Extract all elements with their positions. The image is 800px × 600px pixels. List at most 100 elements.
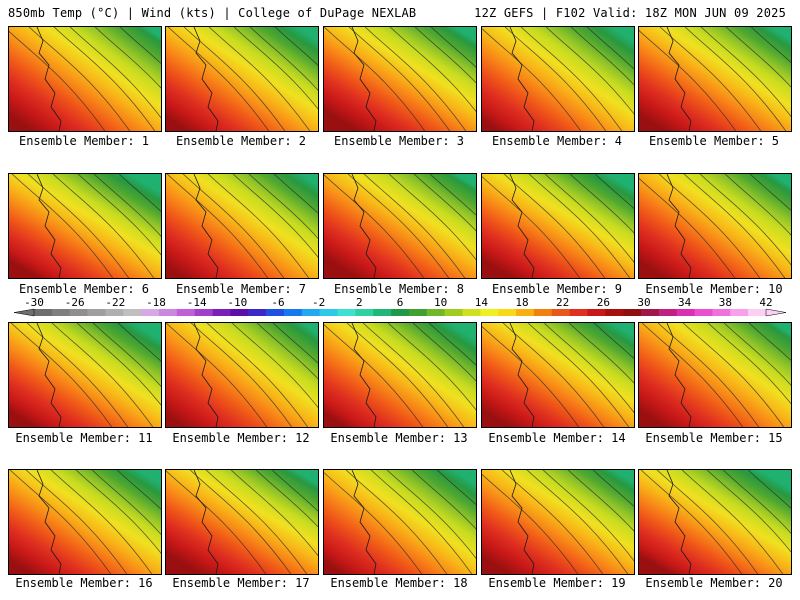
contour-line — [526, 470, 629, 574]
ensemble-map-panel — [323, 322, 477, 428]
temperature-field — [166, 27, 318, 131]
ensemble-map-panel — [323, 26, 477, 132]
contour-line — [567, 470, 634, 532]
contour-line — [482, 326, 580, 427]
contour-line — [183, 27, 286, 131]
contour-line — [75, 470, 161, 554]
contour-line — [594, 174, 634, 209]
model-run-info: 12Z GEFS | F102 Valid: 18Z MON JUN 09 20… — [474, 6, 786, 20]
contour-line — [436, 470, 476, 505]
colorbar-tick-label: 30 — [637, 296, 651, 309]
temperature-field — [639, 27, 791, 131]
coastline — [351, 174, 377, 278]
temperature-field — [9, 27, 161, 131]
contour-line — [724, 174, 791, 236]
contour-line — [189, 470, 292, 574]
contour-line — [53, 27, 156, 131]
contour-line — [348, 27, 451, 131]
ensemble-member-label: Ensemble Member: 2 — [175, 134, 307, 148]
contour-line — [93, 174, 161, 237]
contour-line — [543, 323, 634, 414]
contour-line — [272, 323, 318, 364]
coastline — [509, 27, 535, 131]
contour-line — [94, 27, 161, 89]
coastline — [193, 27, 219, 131]
colorbar-max-arrow — [765, 308, 787, 317]
contour-line — [707, 323, 791, 405]
ensemble-member-label: Ensemble Member: 1 — [18, 134, 150, 148]
contour-line — [52, 174, 155, 278]
contour-line — [10, 323, 113, 427]
coastline — [509, 470, 535, 574]
temperature-field — [324, 323, 476, 427]
contour-line — [592, 470, 634, 507]
colorbar-tick-label: -30 — [24, 296, 44, 309]
contour-line — [386, 470, 476, 559]
contour-line — [747, 470, 791, 509]
contour-line — [659, 27, 762, 131]
ensemble-map-panel — [323, 469, 477, 575]
contour-line — [723, 323, 791, 386]
contour-line — [706, 470, 791, 553]
coastline — [666, 174, 692, 278]
contour-line — [748, 323, 791, 361]
ensemble-member-label: Ensemble Member: 10 — [645, 282, 783, 296]
coastline — [193, 323, 219, 427]
contour-line — [166, 323, 268, 427]
colorbar-swatch — [444, 309, 463, 316]
colorbar-tick-label: 2 — [356, 296, 363, 309]
colorbar-swatch — [694, 309, 713, 316]
contour-line — [166, 174, 269, 278]
colorbar-swatch — [730, 309, 749, 316]
temperature-field — [166, 174, 318, 278]
ensemble-member-label: Ensemble Member: 15 — [645, 431, 783, 445]
contour-line — [568, 323, 634, 384]
ensemble-member-label: Ensemble Member: 14 — [488, 431, 626, 445]
colorbar-tick-label: -26 — [64, 296, 85, 309]
contour-line — [256, 323, 318, 380]
contour-line — [364, 27, 467, 131]
contour-line — [428, 323, 476, 366]
coastline — [666, 27, 692, 131]
colorbar-tick-label: -6 — [271, 296, 285, 309]
colorbar-swatch — [212, 309, 231, 316]
contour-line — [389, 27, 476, 113]
colorbar-swatch — [266, 309, 285, 316]
colorbar-swatch — [141, 309, 160, 316]
contour-line — [324, 27, 426, 131]
ensemble-member-label: Ensemble Member: 11 — [15, 431, 153, 445]
colorbar-swatch — [623, 309, 642, 316]
colorbar-tick-label: 14 — [474, 296, 488, 309]
coastline — [193, 174, 219, 278]
ensemble-member-label: Ensemble Member: 13 — [330, 431, 468, 445]
contour-line — [273, 174, 318, 214]
contour-line — [388, 174, 476, 261]
temperature-field — [482, 323, 634, 427]
contour-line — [749, 174, 791, 211]
contour-line — [346, 323, 449, 427]
colorbar-tick-label: 6 — [396, 296, 404, 309]
coastline — [36, 323, 62, 427]
colorbar-swatch — [176, 309, 195, 316]
colorbar-swatch — [51, 309, 70, 316]
ensemble-map-panel — [8, 26, 162, 132]
colorbar-swatch — [319, 309, 338, 316]
colorbar-min-arrow — [13, 308, 35, 317]
coastline — [351, 470, 377, 574]
contour-line — [92, 323, 161, 387]
coastline — [36, 27, 62, 131]
ensemble-map-panel — [638, 322, 792, 428]
contour-line — [641, 323, 744, 427]
coastline — [666, 470, 692, 574]
contour-line — [248, 174, 318, 239]
colorbar-tick-label: -18 — [146, 296, 166, 309]
colorbar-tick-label: 10 — [434, 296, 448, 309]
temperature-field — [324, 27, 476, 131]
temperature-field — [9, 323, 161, 427]
colorbar-swatch — [105, 309, 124, 316]
ensemble-map-panel — [481, 26, 635, 132]
contour-line — [26, 323, 129, 427]
coastline — [509, 174, 535, 278]
colorbar-tick-label: 22 — [556, 296, 570, 309]
contour-line — [255, 470, 318, 528]
